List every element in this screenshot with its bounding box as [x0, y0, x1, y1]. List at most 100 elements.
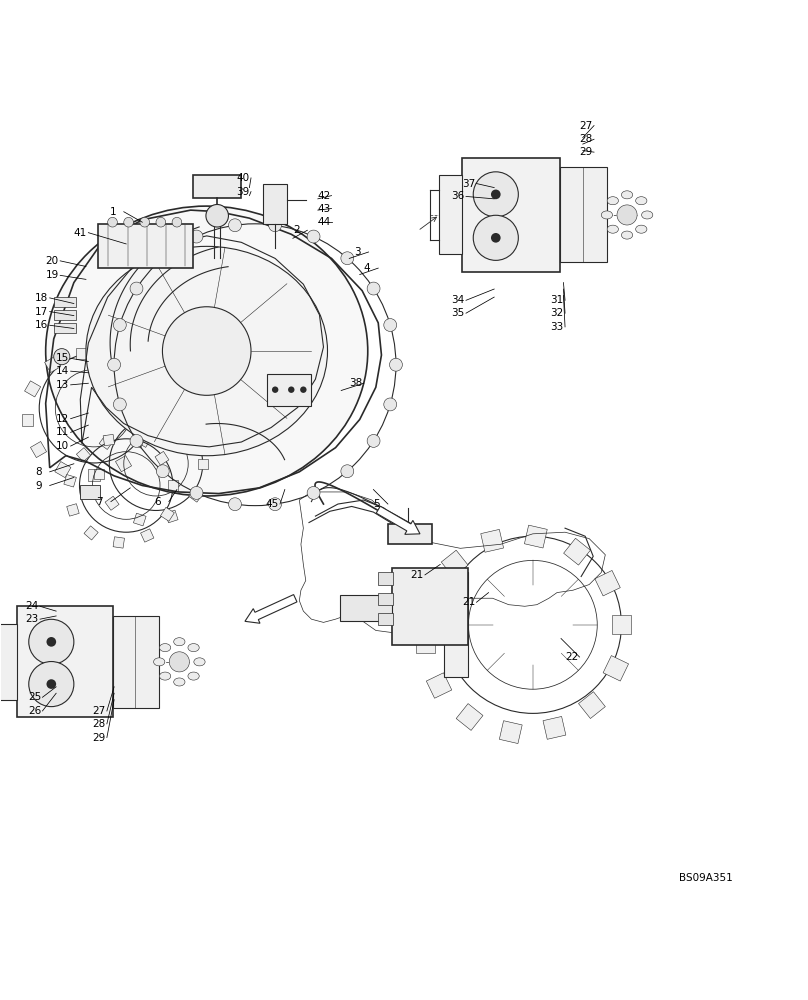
- Bar: [415, 634, 435, 653]
- Circle shape: [288, 386, 294, 393]
- Bar: [560, 167, 607, 262]
- Circle shape: [272, 386, 279, 393]
- Bar: [129, 371, 145, 387]
- Circle shape: [190, 486, 203, 499]
- Bar: [18, 606, 112, 717]
- Circle shape: [473, 215, 519, 260]
- Bar: [105, 496, 119, 510]
- Bar: [444, 572, 469, 677]
- Text: 42: 42: [317, 191, 330, 201]
- Circle shape: [341, 252, 354, 265]
- Circle shape: [491, 190, 501, 199]
- Bar: [378, 613, 393, 625]
- Circle shape: [47, 637, 56, 647]
- Ellipse shape: [188, 672, 200, 680]
- Circle shape: [29, 619, 74, 664]
- Ellipse shape: [621, 231, 633, 239]
- Text: 4: 4: [364, 263, 370, 273]
- Circle shape: [140, 217, 149, 227]
- Text: 7: 7: [96, 497, 103, 507]
- Bar: [564, 538, 591, 565]
- FancyArrow shape: [245, 595, 297, 623]
- Ellipse shape: [159, 644, 170, 652]
- Text: 23: 23: [26, 614, 39, 624]
- Ellipse shape: [46, 206, 368, 496]
- Bar: [183, 427, 197, 441]
- Text: 41: 41: [74, 228, 87, 238]
- Ellipse shape: [159, 672, 170, 680]
- Circle shape: [491, 233, 501, 243]
- Bar: [55, 462, 71, 478]
- Bar: [31, 441, 47, 458]
- Ellipse shape: [607, 225, 618, 233]
- Circle shape: [113, 398, 126, 411]
- Bar: [441, 550, 468, 577]
- Text: 29: 29: [579, 147, 593, 157]
- Circle shape: [124, 217, 133, 227]
- Bar: [198, 459, 208, 469]
- Text: 43: 43: [317, 204, 330, 214]
- Bar: [76, 348, 88, 359]
- Bar: [24, 381, 40, 397]
- Text: 21: 21: [462, 597, 475, 607]
- Ellipse shape: [174, 638, 185, 646]
- Text: 19: 19: [46, 270, 59, 280]
- Text: 25: 25: [28, 692, 41, 702]
- Bar: [392, 568, 469, 645]
- Text: 31: 31: [550, 295, 564, 305]
- Bar: [267, 374, 311, 406]
- Circle shape: [206, 204, 229, 227]
- Circle shape: [107, 217, 117, 227]
- Bar: [124, 415, 137, 427]
- Bar: [53, 323, 76, 333]
- Bar: [462, 158, 560, 272]
- Bar: [141, 529, 154, 542]
- Circle shape: [113, 319, 126, 331]
- Bar: [44, 356, 61, 373]
- Text: 33: 33: [550, 322, 564, 332]
- Bar: [113, 537, 124, 548]
- Circle shape: [170, 652, 189, 672]
- Bar: [166, 510, 178, 523]
- Text: 36: 36: [452, 191, 465, 201]
- Text: 8: 8: [36, 467, 42, 477]
- Text: 2: 2: [292, 225, 300, 235]
- Ellipse shape: [174, 678, 185, 686]
- Circle shape: [47, 679, 56, 689]
- Text: 39: 39: [237, 187, 250, 197]
- Circle shape: [156, 465, 169, 478]
- Text: 14: 14: [56, 366, 69, 376]
- Circle shape: [617, 205, 638, 225]
- Text: 38: 38: [349, 378, 363, 388]
- Bar: [53, 310, 76, 320]
- Text: 20: 20: [46, 256, 59, 266]
- Text: 11: 11: [56, 427, 69, 437]
- Text: 40: 40: [237, 173, 250, 183]
- Bar: [0, 624, 18, 700]
- Circle shape: [367, 434, 380, 447]
- Bar: [418, 588, 444, 613]
- Circle shape: [156, 217, 166, 227]
- Text: 15: 15: [56, 353, 69, 363]
- Bar: [193, 175, 242, 198]
- Circle shape: [229, 498, 242, 511]
- Text: 18: 18: [36, 293, 48, 303]
- Text: BS09A351: BS09A351: [679, 873, 733, 883]
- Text: 3: 3: [354, 247, 360, 257]
- Text: 32: 32: [550, 308, 564, 318]
- Text: 5: 5: [373, 499, 380, 509]
- Circle shape: [130, 434, 143, 447]
- Text: 34: 34: [452, 295, 465, 305]
- Circle shape: [307, 230, 320, 243]
- Bar: [524, 525, 547, 548]
- Circle shape: [341, 465, 354, 478]
- Bar: [595, 570, 621, 596]
- Circle shape: [384, 319, 397, 331]
- Bar: [105, 351, 121, 367]
- Bar: [603, 656, 629, 681]
- Bar: [339, 595, 392, 621]
- Bar: [155, 451, 169, 465]
- Bar: [440, 175, 462, 254]
- Text: 24: 24: [26, 601, 39, 611]
- Circle shape: [307, 486, 320, 499]
